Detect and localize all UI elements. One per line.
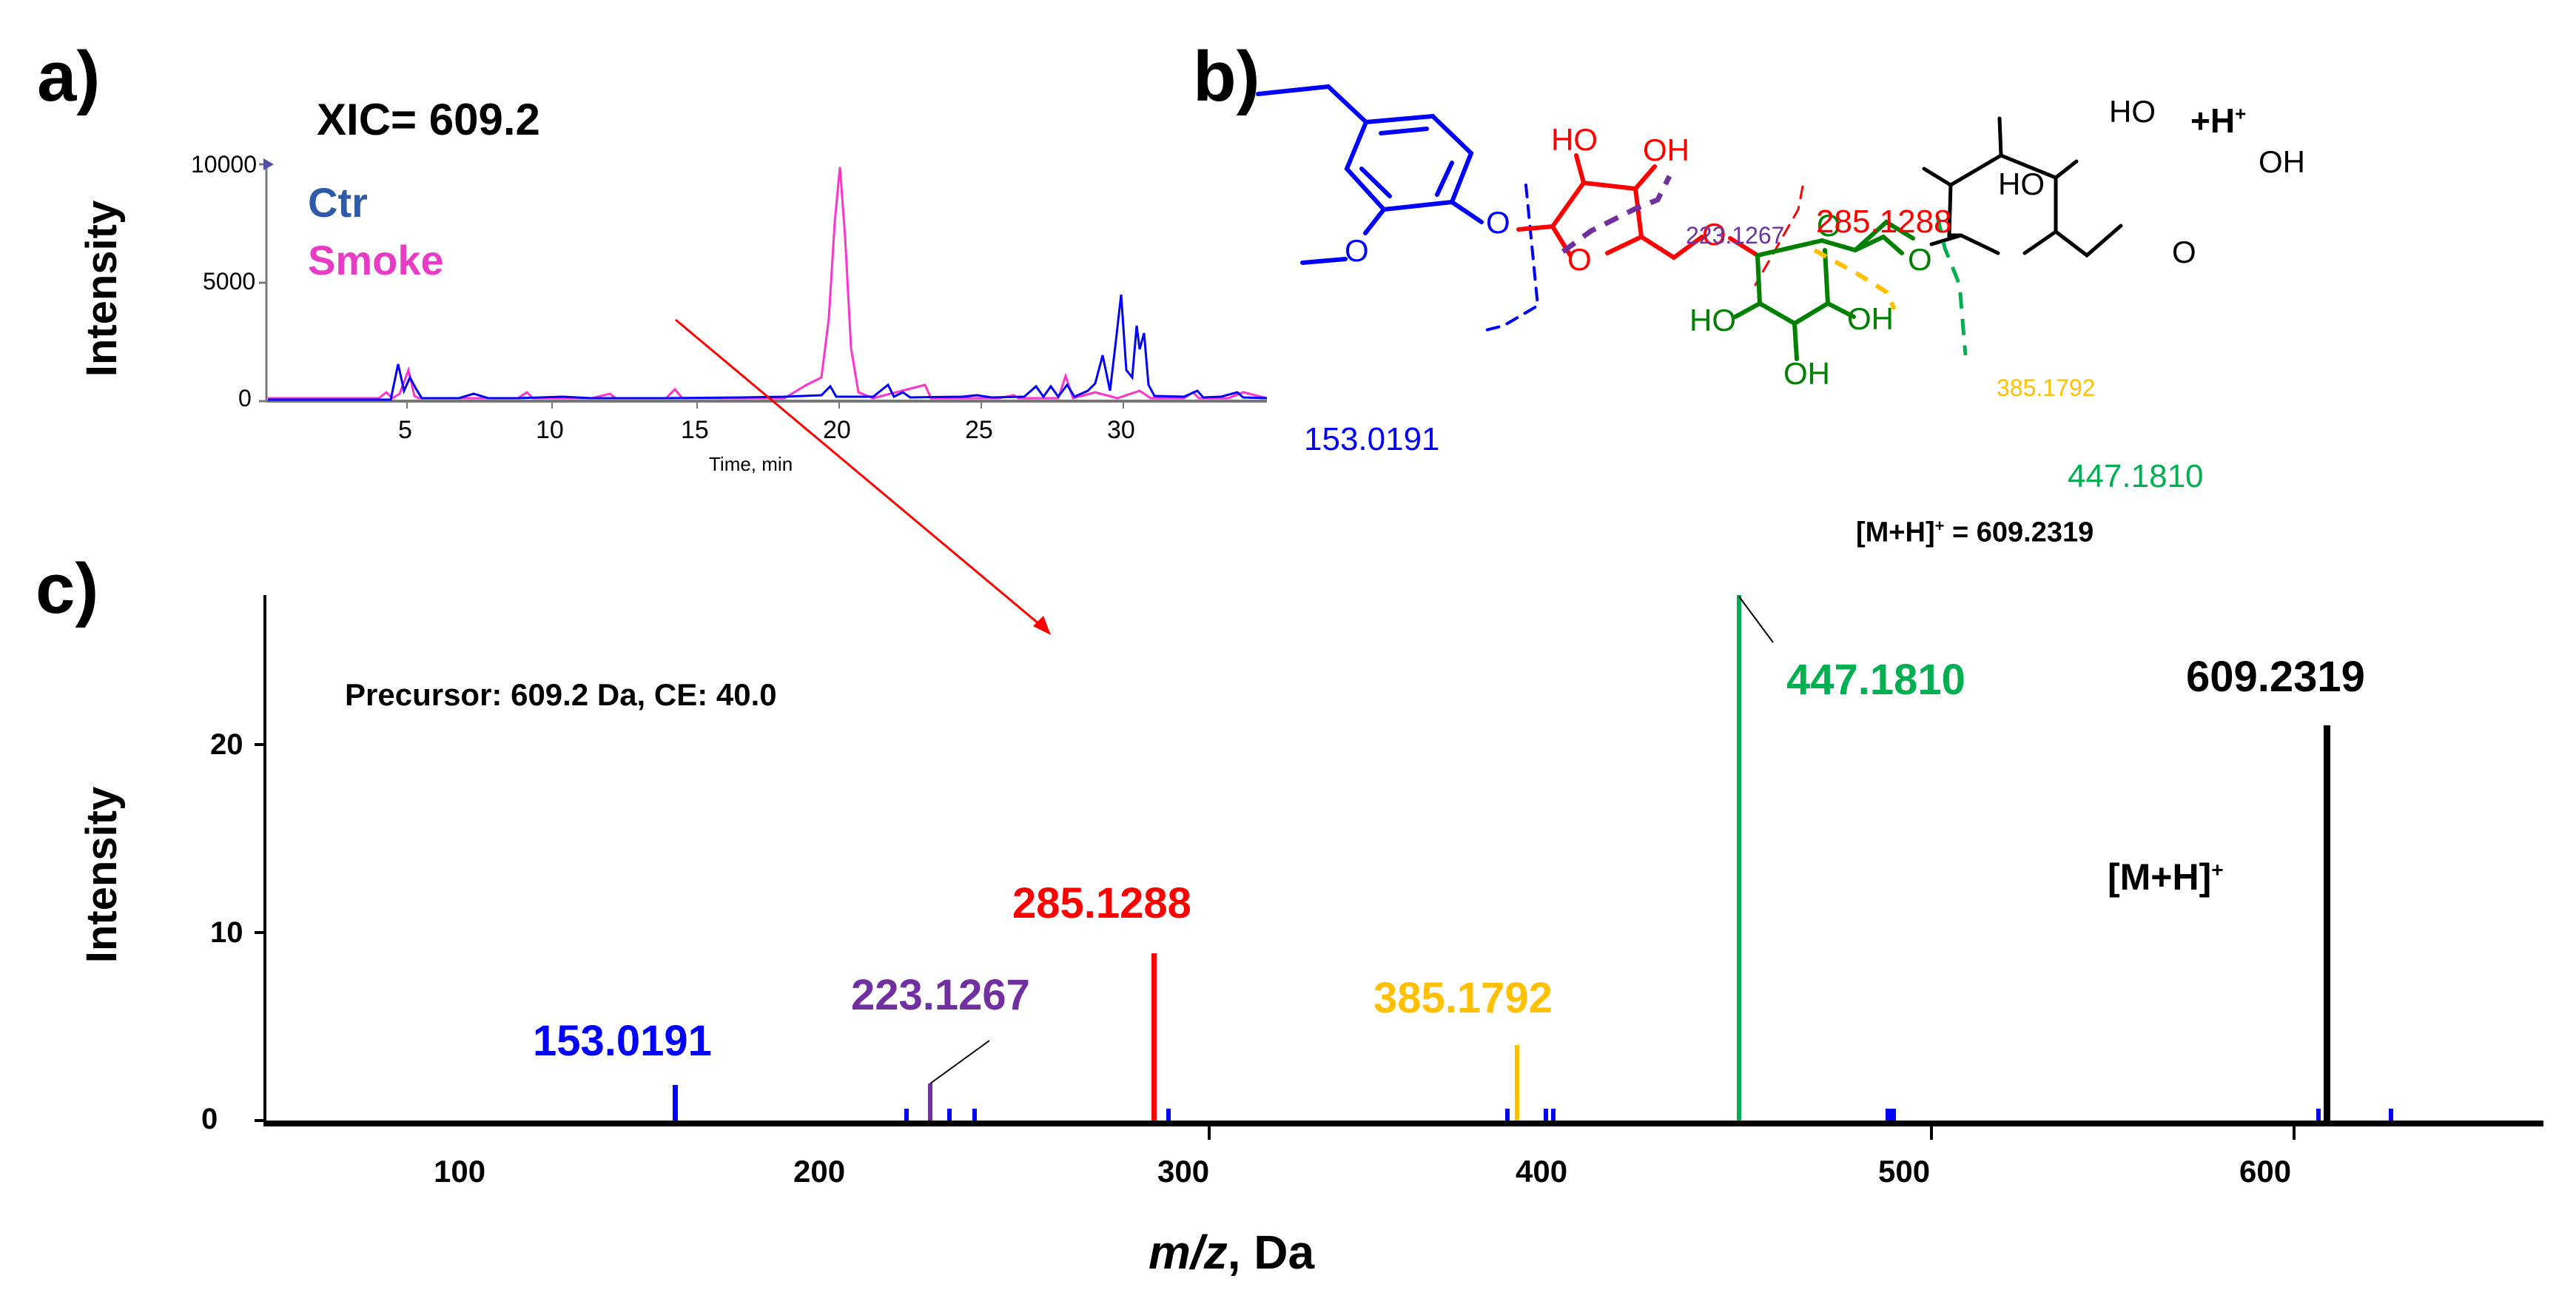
legend-smoke: Smoke [308, 237, 444, 283]
spectrum-annotation: Precursor: 609.2 Da, CE: 40.0 [345, 677, 777, 712]
atom-ho-black-top: HO [2109, 94, 2156, 129]
mh-sup: + [1934, 517, 1945, 535]
spectrum-xtick-200: 200 [793, 1154, 846, 1189]
atom-o-methoxy: O [1345, 233, 1369, 268]
ytick-10000: 10000 [191, 151, 257, 178]
chromatogram-title: XIC= 609.2 [317, 95, 540, 144]
panel-c-label: c) [36, 549, 99, 628]
atom-oh-green-right: OH [1847, 301, 1894, 336]
xtick-25: 25 [965, 416, 993, 444]
fragment-label-223: 223.1267 [1686, 222, 1785, 249]
peak-mh-sup: + [2211, 858, 2224, 881]
fragment-label-153: 153.0191 [1304, 421, 1440, 457]
protonation-label: +H+ [2190, 104, 2246, 138]
spectrum-xtick-600: 600 [2239, 1154, 2292, 1189]
peak-label-385: 385.1792 [1373, 974, 1553, 1022]
chromatogram-legend: Ctr Smoke [308, 182, 444, 281]
peak-223 [928, 1084, 932, 1121]
peak-385 [1515, 1045, 1519, 1121]
atom-o-link-red: O [1702, 217, 1726, 252]
chromatogram-xlabel: Time, min [709, 453, 793, 475]
spectrum-xlabel-unit: , Da [1227, 1226, 1315, 1279]
atom-ho-black-left: HO [1998, 167, 2045, 201]
atom-oh-red: OH [1643, 132, 1689, 167]
atom-o-aryl: O [1486, 205, 1510, 240]
mh-value: = 609.2319 [1944, 517, 2094, 548]
atom-o-ring-red: O [1567, 242, 1592, 277]
spectrum-xtick-100: 100 [434, 1154, 486, 1189]
spectrum-ytick-20: 20 [210, 728, 243, 761]
fragment-label-385: 385.1792 [1997, 374, 2096, 401]
peak-label-153: 153.0191 [533, 1017, 712, 1065]
panel-b-label: b) [1193, 37, 1260, 116]
spectrum-ytick-10: 10 [210, 916, 243, 949]
peak-447 [1737, 595, 1741, 1121]
atom-oh-black-right: OH [2259, 144, 2305, 179]
peak-285 [1151, 953, 1157, 1121]
atom-o-ring-green: O [1817, 208, 1841, 243]
peak-label-447: 447.1810 [1786, 656, 1965, 704]
spectrum-xtick-400: 400 [1516, 1154, 1568, 1189]
atom-o-link-green: O [1908, 242, 1932, 277]
spectrum-xtick-300: 300 [1157, 1154, 1210, 1189]
atom-ho-green: HO [1689, 303, 1736, 337]
peak-label-223: 223.1267 [851, 971, 1030, 1019]
atom-ho-red: HO [1551, 122, 1598, 157]
protonation-text: +H [2190, 101, 2236, 140]
ytick-0: 0 [238, 385, 252, 412]
peak-mh-text: [M+H] [2108, 856, 2212, 898]
xtick-5: 5 [398, 416, 412, 444]
panel-a-label: a) [37, 37, 101, 116]
atom-o-ring-black: O [2172, 235, 2196, 269]
spectrum-ytick-0: 0 [201, 1103, 218, 1135]
xtick-15: 15 [681, 416, 709, 444]
xtick-20: 20 [823, 416, 851, 444]
peak-label-mh: [M+H]+ [2108, 859, 2224, 896]
spectrum-xlabel: m/z, Da [1149, 1229, 1314, 1276]
peak-label-285: 285.1288 [1012, 879, 1191, 927]
mh-text: [M+H] [1856, 517, 1935, 548]
spectrum-xtick-500: 500 [1878, 1154, 1931, 1189]
fragment-label-447: 447.1810 [2068, 458, 2204, 494]
fragment-label-285: 285.1288 [1816, 204, 1952, 240]
protonation-sup: + [2235, 102, 2247, 125]
xtick-30: 30 [1107, 416, 1135, 444]
xtick-10: 10 [536, 416, 564, 444]
mh-formula-label: [M+H]+ = 609.2319 [1856, 518, 2094, 547]
legend-ctr: Ctr [308, 179, 368, 226]
peak-label-609: 609.2319 [2186, 653, 2365, 701]
atom-oh-green-bottom: OH [1783, 356, 1830, 391]
peak-609 [2324, 725, 2330, 1121]
ytick-5000: 5000 [203, 268, 256, 295]
spectrum-xlabel-mz: m/z [1149, 1226, 1228, 1279]
